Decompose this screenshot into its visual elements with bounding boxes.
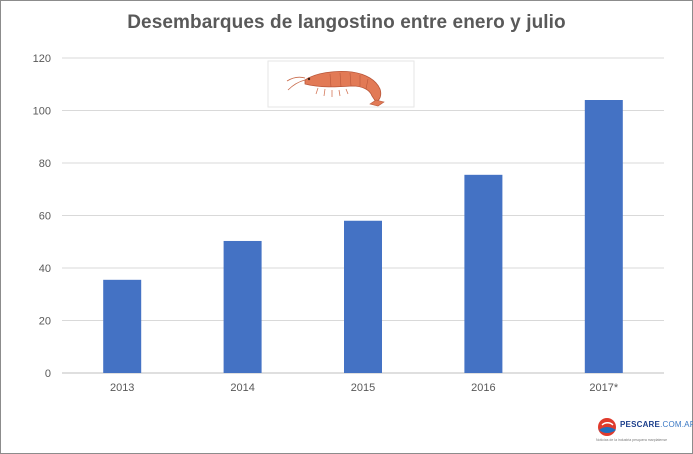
y-tick-label: 40 <box>39 263 51 275</box>
x-tick-label: 2013 <box>110 382 134 394</box>
x-axis-ticks: 2013 2014 2015 2016 2017* <box>110 382 619 394</box>
y-tick-label: 0 <box>45 368 51 380</box>
fish-logo-icon <box>598 418 616 436</box>
shrimp-illustration <box>267 60 415 108</box>
bar-2016 <box>464 174 503 373</box>
bar-2014 <box>223 240 262 373</box>
x-tick-label: 2017* <box>589 382 618 394</box>
x-tick-label: 2015 <box>351 382 375 394</box>
chart-title: Desembarques de langostino entre enero y… <box>127 12 566 33</box>
y-axis-ticks: 0 20 40 60 80 100 120 <box>33 53 51 380</box>
x-tick-label: 2014 <box>230 382 254 394</box>
y-tick-label: 100 <box>33 106 51 118</box>
bar-2017 <box>584 100 623 373</box>
y-tick-label: 60 <box>39 211 51 223</box>
bar-2013 <box>103 279 142 373</box>
pescare-logo: PESCARE.COM.AR Noticias de la industria … <box>596 414 693 450</box>
y-tick-label: 20 <box>39 316 51 328</box>
bars <box>103 100 623 373</box>
x-tick-label: 2016 <box>471 382 495 394</box>
logo-tagline: Noticias de la industria pesquera marpla… <box>596 438 668 442</box>
bar-2015 <box>344 220 382 373</box>
logo-wordmark: PESCARE <box>620 420 661 429</box>
y-tick-label: 80 <box>39 158 51 170</box>
y-tick-label: 120 <box>33 53 51 65</box>
logo-domain: .COM.AR <box>660 420 693 429</box>
